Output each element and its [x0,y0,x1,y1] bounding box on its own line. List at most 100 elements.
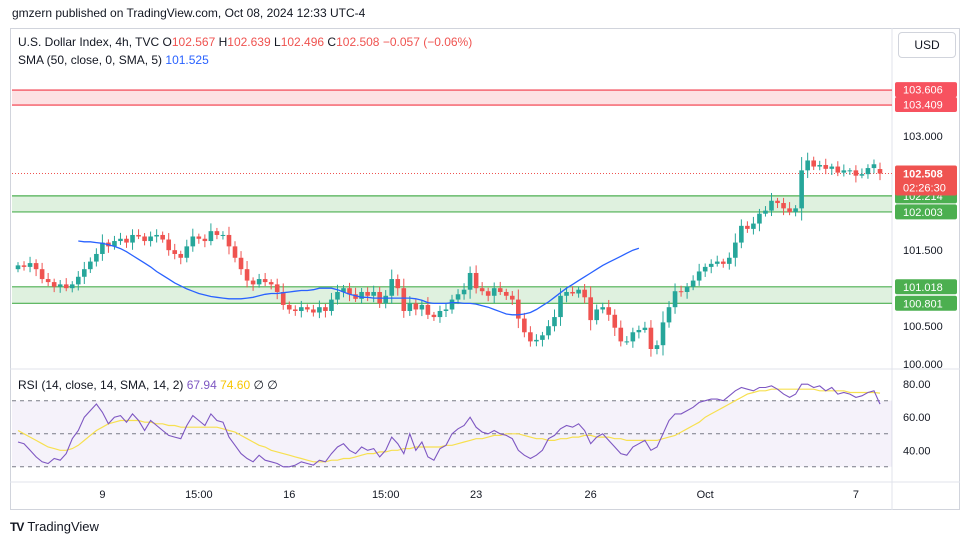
candle-body [124,238,129,243]
candle-body [503,291,509,296]
candle-body [757,213,762,224]
low-label: L [274,35,281,49]
candle-body [781,203,786,209]
sma-legend: SMA (50, close, 0, SMA, 5) 101.525 [18,53,209,67]
candle-body [166,239,171,251]
candle-body [714,261,720,264]
candle-body [33,263,39,270]
candle-body [431,314,437,318]
close-value: 102.508 [336,35,380,49]
candle-body [829,166,835,169]
candle-body [666,307,672,323]
time-axis: 9 15:00 16 15:00 23 26 Oct 7 [99,489,859,501]
candle-body [401,288,407,311]
candle-body [630,332,636,342]
zone-band-1 [12,195,892,212]
rsi-tick-label: 40.00 [903,445,931,457]
candle-body [27,263,33,267]
candle-body [654,345,660,349]
high-label: H [218,35,228,49]
time-tick-label: 9 [99,489,105,501]
candle-body [727,257,732,264]
candle-body [606,307,612,315]
rsi-ma-line [17,388,881,463]
candle-body [624,341,630,343]
candle-body [172,250,178,254]
rsi-legend: RSI (14, close, 14, SMA, 14, 2) 67.94 74… [18,378,278,392]
candle-body [720,261,726,264]
candle-body [274,284,280,292]
candle-body [347,288,352,295]
candle-body [407,303,413,311]
candle-body [745,225,750,229]
currency-button[interactable]: USD [898,32,956,58]
candle-body [817,165,823,167]
candle-body [323,307,328,311]
candle-body [696,271,702,281]
candle-body [859,174,865,176]
grid-lines [10,28,960,510]
sma-value: 101.525 [165,53,209,67]
candle-body [485,291,491,296]
candle-body [238,257,244,270]
candle-body [805,160,810,171]
candle-body [57,284,63,287]
time-tick-label: 26 [585,489,597,501]
candle-body [775,200,780,204]
candle-body [564,291,569,296]
candle-body [262,279,268,283]
candle-body [648,327,654,349]
candle-body [21,265,27,267]
candle-body [142,236,147,242]
close-label: C [327,35,337,49]
candle-body [305,307,310,310]
candle-body [15,265,21,270]
candle-body [582,289,587,298]
candle-body [461,289,467,295]
candle-body [739,225,744,243]
candle-body [437,310,443,318]
sma-label: SMA (50, close, 0, SMA, 5) [18,53,163,67]
tradingview-logo-icon: TV [10,519,24,534]
candle-body [799,170,804,209]
candle-body [672,291,678,308]
candle-body [136,234,141,237]
candle-body [202,238,208,242]
candle-body [39,269,45,280]
candle-body [130,234,135,243]
candle-body [51,282,57,287]
candle-body [75,276,81,285]
candle-body [413,303,419,310]
candle-body [522,318,527,333]
candle-body [160,234,165,240]
rsi-tick-label: 60.00 [903,412,931,424]
candle-body [280,291,286,305]
badge-zone-top-low: 103.409 [903,100,943,112]
candle-body [751,223,756,229]
symbol-title: U.S. Dollar Index, 4h, TVC [18,35,160,49]
candle-body [576,289,581,294]
candle-body [335,291,340,300]
candle-body [612,314,618,328]
candle-body [865,168,871,175]
candle-body [190,236,196,247]
candle-body [558,295,563,318]
candle-body [311,309,316,313]
candle-body [642,327,648,330]
candle-body [702,266,708,272]
candle-body [733,242,738,258]
badge-zone-low-high: 101.018 [903,282,943,294]
candle-body [835,166,841,173]
candle-body [534,339,539,342]
open-value: 102.567 [171,35,216,49]
candle-body [516,299,521,319]
rsi-tick-label: 80.00 [903,379,931,391]
candle-body [184,246,190,258]
candle-body [359,291,364,299]
candle-body [552,317,557,327]
footer-brand: TV TradingView [10,519,99,534]
sma-line [78,240,640,316]
candle-body [365,291,370,296]
candle-body [94,253,99,262]
